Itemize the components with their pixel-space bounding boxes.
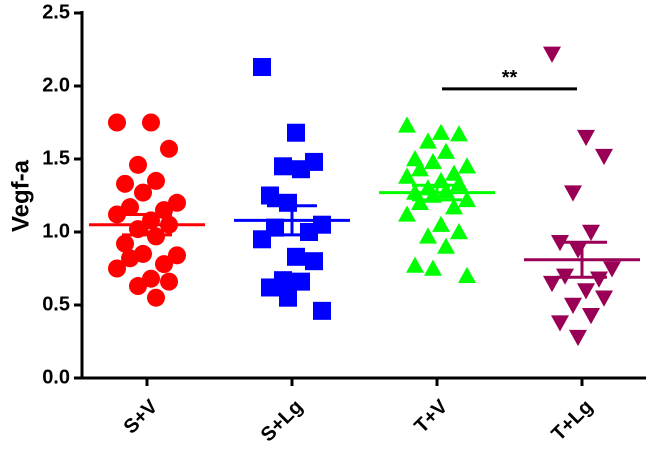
- sem-bar: [557, 240, 607, 279]
- point: [569, 329, 587, 347]
- point: [419, 132, 437, 149]
- point: [168, 246, 186, 265]
- point: [121, 249, 139, 268]
- point: [450, 174, 468, 192]
- point: [292, 160, 310, 179]
- point: [543, 46, 561, 63]
- point: [147, 288, 165, 307]
- point: [253, 230, 271, 249]
- point: [437, 237, 455, 254]
- y-tick-label: 1.0: [42, 220, 70, 242]
- point: [108, 205, 126, 224]
- point: [129, 155, 147, 174]
- point: [582, 224, 600, 241]
- point: [116, 234, 134, 253]
- point: [458, 157, 476, 174]
- x-tick-label: S+Lg: [257, 396, 308, 447]
- point: [564, 297, 582, 314]
- point: [274, 157, 292, 176]
- point: [450, 125, 468, 142]
- point: [424, 152, 442, 170]
- y-tick-label: 1.5: [42, 147, 70, 169]
- point: [590, 271, 608, 288]
- point: [406, 256, 424, 273]
- point: [287, 247, 305, 266]
- point: [116, 174, 134, 193]
- point: [160, 272, 178, 291]
- y-tick-label: 0.5: [42, 293, 70, 315]
- x-tick-label: T+V: [410, 395, 452, 437]
- point: [155, 255, 173, 274]
- point: [300, 223, 318, 241]
- point: [424, 259, 442, 276]
- point: [437, 182, 455, 199]
- point: [261, 278, 279, 297]
- y-axis-label: Vegf-a: [7, 159, 34, 232]
- point: [582, 308, 600, 325]
- sem-bar: [267, 204, 317, 237]
- point: [160, 139, 178, 158]
- point: [432, 123, 450, 140]
- point: [292, 272, 310, 291]
- point: [411, 193, 429, 210]
- point: [108, 113, 126, 132]
- x-tick-label: S+V: [120, 395, 163, 438]
- x-tick-label: T+Lg: [548, 396, 598, 446]
- point: [450, 223, 468, 240]
- point: [134, 183, 152, 202]
- sem-bar: [412, 183, 462, 202]
- point: [577, 283, 595, 300]
- point: [603, 261, 621, 278]
- point: [398, 116, 416, 133]
- point: [543, 275, 561, 293]
- point: [147, 171, 165, 190]
- y-tick-label: 0.0: [42, 366, 70, 388]
- point: [287, 123, 305, 142]
- point: [569, 242, 587, 259]
- y-tick-label: 2.0: [42, 74, 70, 96]
- point: [445, 198, 463, 215]
- point: [437, 142, 455, 159]
- sem-bar: [122, 212, 172, 237]
- point: [595, 290, 613, 307]
- point: [411, 160, 429, 177]
- point: [564, 185, 582, 202]
- point: [458, 190, 476, 208]
- significance-label: **: [502, 67, 518, 89]
- point: [129, 277, 147, 296]
- point: [142, 113, 160, 132]
- point: [432, 215, 450, 232]
- point: [253, 58, 271, 77]
- point: [458, 266, 476, 283]
- point: [577, 129, 595, 147]
- point: [313, 301, 331, 320]
- point: [279, 288, 297, 307]
- point: [398, 205, 416, 222]
- point: [279, 193, 297, 212]
- point: [419, 227, 437, 244]
- point: [108, 259, 126, 278]
- point: [398, 167, 416, 184]
- point: [305, 252, 323, 271]
- point: [551, 315, 569, 332]
- point: [261, 186, 279, 205]
- point: [595, 148, 613, 166]
- y-tick-label: 2.5: [42, 1, 70, 23]
